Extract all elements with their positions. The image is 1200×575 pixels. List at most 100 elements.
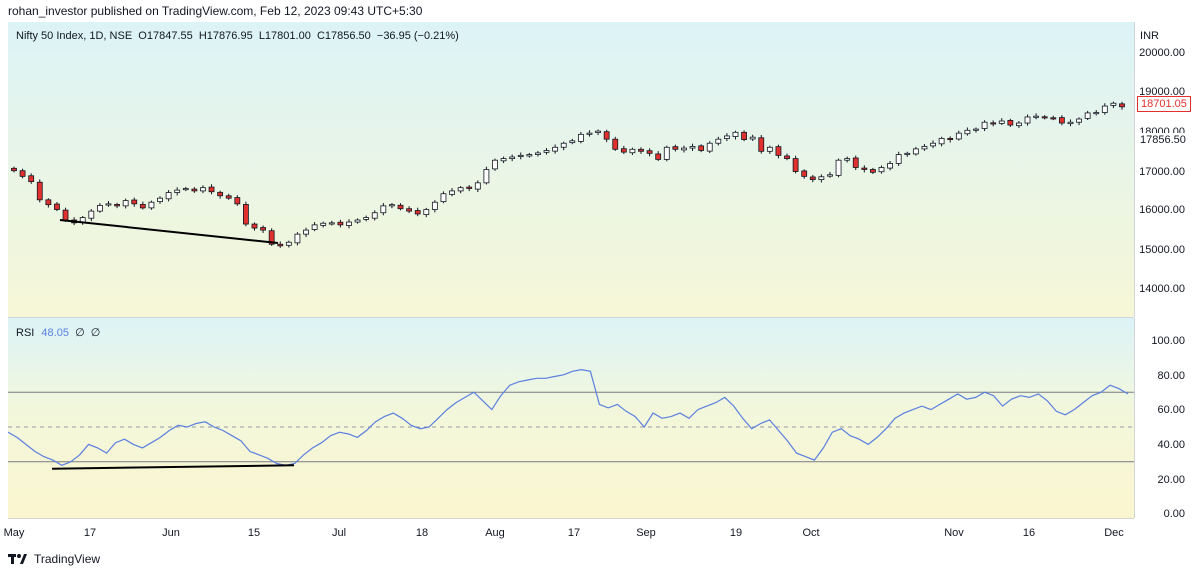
candle-body: [96, 205, 103, 212]
time-axis[interactable]: May 17 Jun 15 Jul 18 Aug 17 Sep 19 Oct N…: [4, 518, 1134, 549]
candle-body: [1110, 102, 1117, 106]
candle-body: [878, 167, 885, 173]
candle-body: [870, 169, 876, 173]
rsi-tick: 100.00: [1151, 335, 1185, 347]
candle-body: [732, 131, 739, 137]
candle-body: [431, 201, 438, 210]
price-tick: 17000.00: [1139, 166, 1185, 178]
candle-body: [1041, 116, 1048, 119]
candle-body: [938, 137, 945, 145]
candle-body: [397, 204, 404, 210]
candle-body: [706, 142, 713, 152]
price-tick: 16000.00: [1139, 204, 1185, 216]
candle-body: [311, 224, 318, 230]
candle-body: [809, 176, 816, 181]
candle-body: [638, 148, 644, 152]
low-value: L17801.00: [258, 30, 311, 42]
price-chart-svg: [11, 101, 1125, 248]
candle-body: [955, 132, 962, 140]
candle-body: [620, 148, 627, 153]
time-tick: May: [3, 527, 25, 539]
rsi-legend: RSI 48.05 ∅ ∅: [16, 326, 100, 339]
candle-body: [346, 221, 352, 226]
candle-body: [663, 146, 670, 160]
candle-body: [337, 221, 344, 226]
candle-body: [981, 121, 988, 129]
time-tick: Dec: [1104, 527, 1124, 539]
candle-body: [1067, 121, 1074, 125]
candle-body: [457, 187, 464, 192]
candle-body: [801, 170, 808, 177]
candle-body: [285, 241, 292, 246]
rsi-tick: 80.00: [1157, 370, 1185, 382]
rsi-chart-svg: [8, 368, 1134, 470]
time-tick: Jul: [331, 527, 347, 539]
last-price-tag: 18701.05: [1137, 96, 1191, 112]
candle-body: [852, 157, 859, 168]
time-tick: 15: [247, 527, 261, 539]
rsi-axis[interactable]: 100.00 80.00 60.00 40.00 20.00 0.00: [1134, 318, 1189, 520]
time-tick: Jun: [162, 527, 180, 539]
candle-body: [191, 188, 198, 192]
candle-body: [535, 152, 541, 155]
candle-body: [655, 153, 662, 160]
candle-body: [406, 208, 413, 212]
candle-body: [1050, 117, 1057, 120]
currency-label: INR: [1140, 30, 1159, 42]
candle-body: [36, 181, 43, 201]
price-pane[interactable]: Nifty 50 Index, 1D, NSE O17847.55 H17876…: [8, 22, 1134, 318]
price-axis[interactable]: INR 20000.00 19000.00 18000.00 17000.00 …: [1134, 22, 1191, 317]
change-value: −36.95 (−0.21%): [376, 30, 459, 42]
candle-body: [792, 158, 799, 172]
candle-body: [715, 138, 722, 144]
candle-body: [328, 222, 335, 225]
tradingview-logo-icon: [8, 554, 27, 564]
candle-body: [509, 156, 516, 159]
rsi-trendline: [51, 464, 295, 470]
candle-body: [723, 135, 730, 139]
candle-body: [741, 131, 747, 140]
rsi-tick: 20.00: [1157, 474, 1185, 486]
time-tick: Sep: [636, 527, 656, 539]
candle-body: [595, 130, 601, 133]
candle-body: [672, 146, 679, 150]
candle-body: [646, 150, 653, 154]
time-tick: Oct: [802, 527, 820, 539]
candle-body: [964, 129, 971, 135]
time-tick: 17: [567, 527, 581, 539]
candle-body: [998, 120, 1005, 124]
candle-body: [1119, 103, 1125, 108]
candle-body: [157, 197, 163, 203]
time-tick: 17: [83, 527, 97, 539]
rsi-pane[interactable]: RSI 48.05 ∅ ∅: [8, 318, 1134, 518]
candle-body: [1101, 105, 1108, 113]
candle-body: [182, 188, 189, 191]
candle-body: [354, 219, 361, 223]
candle-body: [105, 203, 112, 206]
candle-body: [414, 210, 421, 215]
candle-body: [62, 209, 69, 221]
close-value: C17856.50: [316, 30, 371, 42]
candle-body: [466, 186, 473, 189]
rsi-tick: 60.00: [1157, 404, 1185, 416]
candle-body: [483, 169, 490, 184]
candle-body: [234, 197, 241, 205]
price-trendline: [59, 219, 279, 244]
candle-body: [268, 230, 275, 245]
candle-body: [1033, 115, 1040, 118]
candle-body: [260, 227, 266, 231]
published-attribution: rohan_investor published on TradingView.…: [8, 4, 423, 18]
candle-body: [861, 167, 868, 170]
price-tick: 15000.00: [1139, 244, 1185, 256]
time-tick: 19: [729, 527, 743, 539]
rsi-label: RSI: [16, 327, 35, 339]
candle-body: [689, 146, 696, 149]
candle-body: [363, 217, 370, 220]
candle-body: [122, 200, 129, 207]
candle-body: [371, 212, 378, 219]
candle-body: [603, 131, 610, 140]
candle-body: [517, 154, 524, 157]
candle-body: [54, 203, 60, 210]
candle-body: [912, 148, 919, 155]
candle-body: [19, 170, 26, 177]
